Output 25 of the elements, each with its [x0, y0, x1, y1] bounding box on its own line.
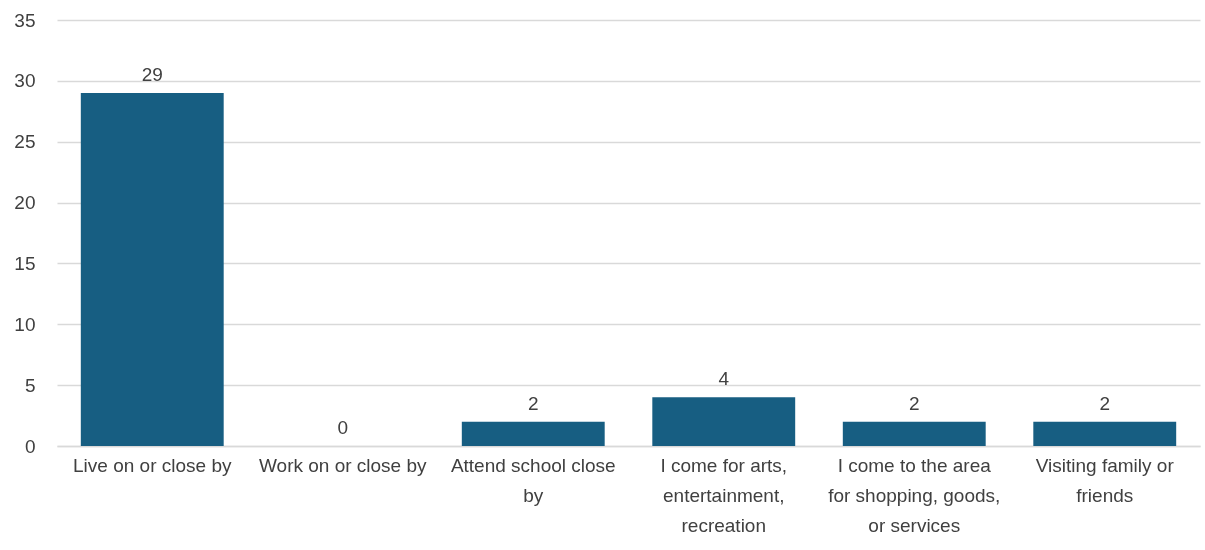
bar	[80, 93, 224, 446]
data-label: 2	[1099, 392, 1111, 414]
y-tick-label: 30	[14, 70, 36, 92]
y-tick-label: 15	[14, 252, 36, 274]
bar	[842, 421, 986, 446]
x-tick-label: I come for arts, entertainment, recreation	[660, 454, 788, 536]
y-tick-label: 5	[24, 374, 36, 396]
data-label: 0	[337, 417, 349, 438]
y-tick-label: 20	[14, 192, 36, 214]
bar	[1033, 421, 1177, 446]
bar	[652, 397, 796, 446]
y-tick-label: 10	[14, 313, 36, 335]
bar	[461, 421, 605, 446]
data-label: 29	[141, 64, 163, 86]
y-tick-label: 0	[24, 435, 36, 457]
data-label: 2	[908, 392, 920, 414]
x-tick-label: I come to the area for shopping, goods, or services	[828, 454, 1001, 536]
data-label: 2	[527, 392, 539, 414]
data-label: 4	[718, 368, 730, 390]
x-tick-label: Attend school close by	[450, 454, 616, 506]
x-tick-label: Live on or close by	[73, 454, 232, 476]
y-tick-label: 25	[14, 131, 36, 153]
x-tick-label: Work on or close by	[258, 454, 428, 476]
x-tick-label: Visiting family or friends	[1035, 454, 1175, 506]
y-tick-label: 35	[14, 9, 36, 31]
